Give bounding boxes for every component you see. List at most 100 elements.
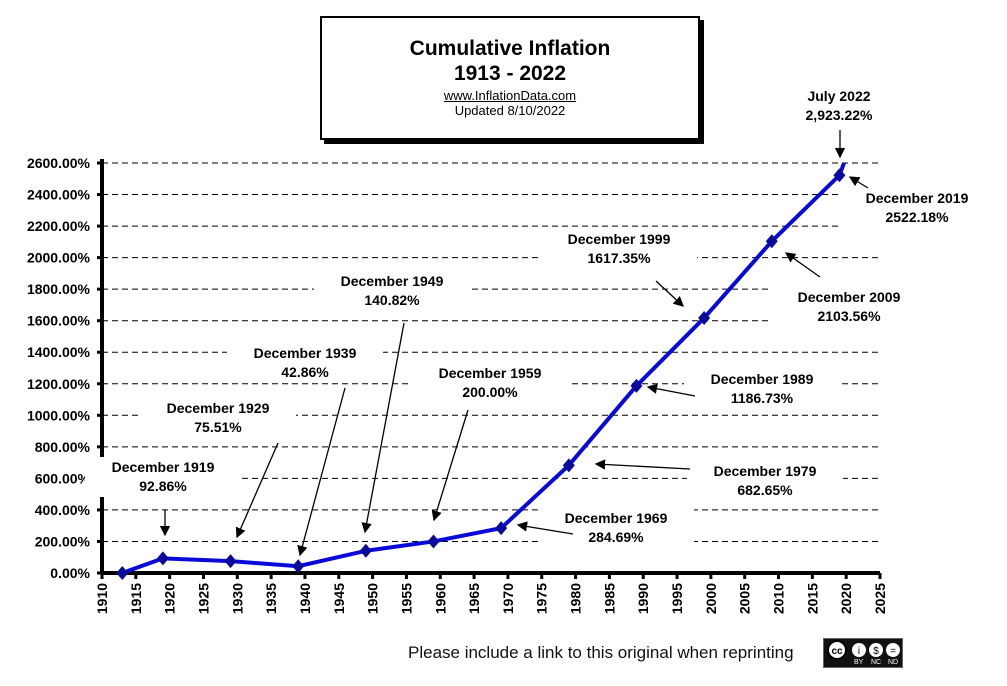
annotation-label: December 1979 [714,463,817,479]
annotation-value: 92.86% [139,478,187,494]
annotation: December 1939 42.86% [227,343,383,557]
annotation-value: 2103.56% [817,308,881,324]
annotation-arrow [431,409,469,522]
data-point [495,521,508,536]
x-tick-label: 1940 [297,583,313,614]
cc-by-nc-nd-icon[interactable]: cc i $ = BY NC ND [823,638,903,668]
svg-text:=: = [890,646,896,657]
annotation-value: 140.82% [364,292,420,308]
annotation-arrow [235,442,279,539]
annotation-arrow [655,280,684,307]
y-tick-label: 2000.00% [27,250,91,266]
annotation-bg [412,363,568,403]
annotation-arrow [784,252,821,278]
data-point [224,554,237,569]
annotation-bg [761,86,917,126]
x-tick-label: 1980 [568,583,584,614]
y-tick-label: 400.00% [35,502,91,518]
annotation: December 2019 2522.18% [839,176,995,228]
annotation-label: December 1949 [341,273,444,289]
data-point [292,559,305,574]
annotation-arrow [361,322,405,534]
x-tick-label: 1990 [635,583,651,614]
annotation: December 1959 200.00% [412,363,568,522]
annotation-label: December 1919 [112,459,215,475]
annotation-label: December 1999 [568,231,671,247]
annotation-label: December 1939 [254,345,357,361]
y-tick-label: 1400.00% [27,344,91,360]
annotation-label: December 1959 [439,365,542,381]
annotation-bg [227,343,383,383]
annotation: December 1979 682.65% [594,459,843,501]
annotation-arrow [297,387,346,557]
x-tick-label: 1970 [500,583,516,614]
annotation-bg [538,508,694,548]
data-point [116,566,129,580]
annotation-value: 284.69% [588,529,644,545]
x-tick-label: 1975 [534,583,550,614]
annotation-value: 1617.35% [587,250,651,266]
series-line [121,163,847,575]
data-point [156,551,169,566]
x-tick-label: 1995 [669,583,685,614]
annotation-label: December 2009 [798,289,901,305]
x-tick-label: 1915 [128,583,144,614]
annotation: December 1929 75.51% [140,398,296,539]
annotation: December 1969 284.69% [516,508,694,548]
annotation: December 2009 2103.56% [771,252,927,327]
svg-text:i: i [858,646,860,657]
annotation-value: 1186.73% [731,390,794,406]
annotation-label: December 1969 [565,510,668,526]
annotation: July 2022 2,923.22% [761,86,917,159]
annotation-label: December 1989 [711,371,814,387]
y-tick-label: 1600.00% [27,313,91,329]
x-tick-label: 2025 [872,583,888,614]
y-tick-label: 2400.00% [27,187,91,203]
data-point [359,543,372,558]
annotation: December 1999 1617.35% [541,229,697,307]
annotation: December 1949 140.82% [314,271,470,534]
data-point [833,168,846,183]
data-point [630,378,643,393]
x-tick-label: 1910 [94,583,110,614]
annotation-arrow [594,459,691,470]
y-tick-label: 2200.00% [27,218,91,234]
reprint-notice: Please include a link to this original w… [408,643,794,662]
data-point [562,458,575,473]
annotation-value: 2,923.22% [806,107,873,123]
annotation-label: December 2019 [866,190,969,206]
x-tick-label: 1965 [466,583,482,614]
annotation-value: 682.65% [737,482,793,498]
annotation: December 1989 1186.73% [646,369,840,409]
y-tick-label: 800.00% [35,439,91,455]
x-tick-label: 1925 [195,583,211,614]
annotation: December 1919 92.86% [85,457,241,537]
x-tick-label: 1955 [398,583,414,614]
x-tick-label: 2010 [771,583,787,614]
data-point [427,534,440,549]
x-tick-label: 2015 [804,583,820,614]
x-tick-label: 1935 [263,583,279,614]
x-tick-label: 1985 [601,583,617,614]
y-tick-label: 1000.00% [27,407,91,423]
x-tick-label: 1920 [162,583,178,614]
annotation-bg [541,229,697,269]
annotation-bg [687,461,843,501]
data-point [765,234,778,249]
y-tick-label: 600.00% [35,470,91,486]
svg-text:cc: cc [831,646,843,657]
x-tick-label: 1950 [365,583,381,614]
website-link[interactable]: www.InflationData.com [443,88,577,103]
x-tick-label: 1945 [331,583,347,614]
y-tick-label: 1200.00% [27,376,91,392]
data-point [698,310,711,325]
annotation-arrow [848,176,869,189]
y-tick-label: 2600.00% [27,155,91,171]
x-tick-label: 2005 [737,583,753,614]
annotation-bg [314,271,470,311]
x-tick-label: 1960 [432,583,448,614]
y-tick-label: 1800.00% [27,281,91,297]
annotation-label: July 2022 [807,88,870,104]
annotation-value: 2522.18% [885,209,949,225]
